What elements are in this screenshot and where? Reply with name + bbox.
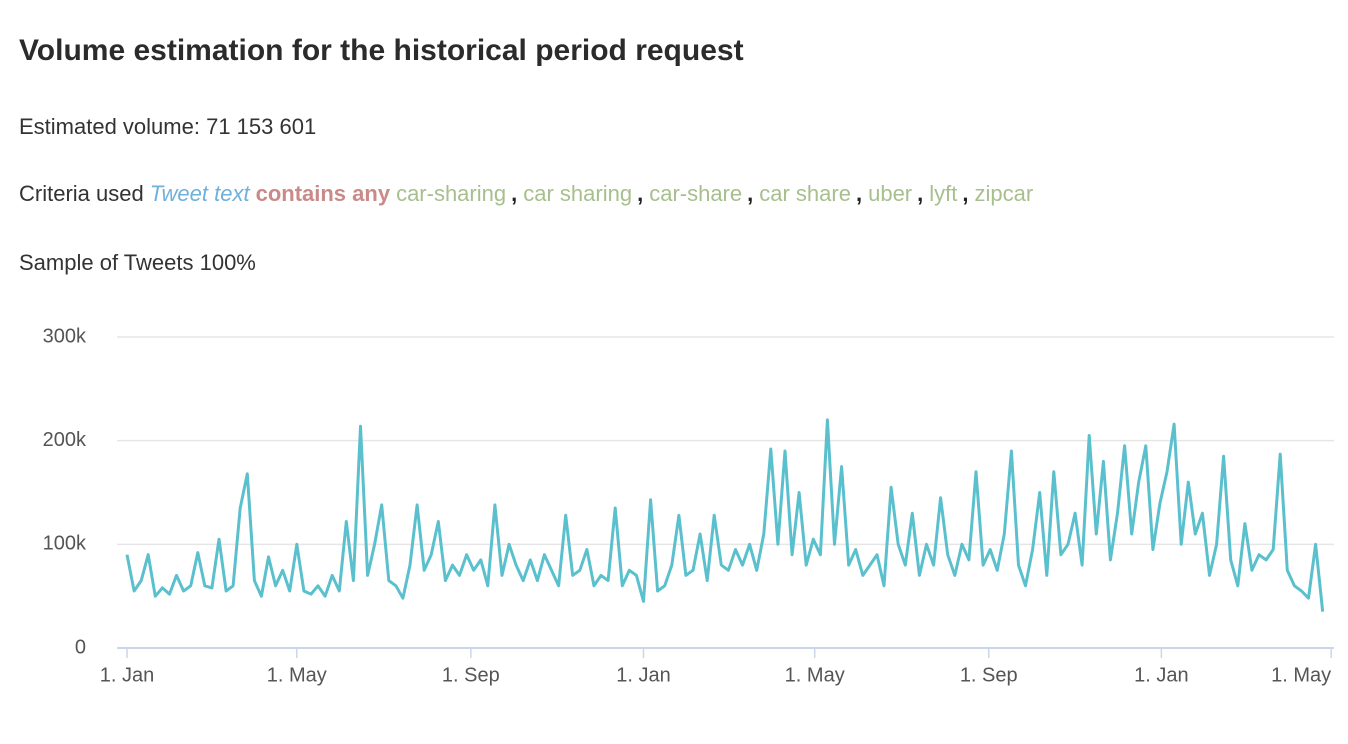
- sample: Sample of Tweets 100%: [19, 250, 256, 276]
- criteria-term: car-sharing: [396, 181, 507, 206]
- volume-value: 71 153 601: [206, 114, 317, 139]
- x-tick-label: 1. May: [785, 664, 845, 686]
- sample-value: 100%: [199, 250, 256, 275]
- criteria-separator: ,: [747, 181, 754, 206]
- criteria-term: car sharing: [523, 181, 633, 206]
- criteria-term: car share: [759, 181, 851, 206]
- criteria-term: lyft: [929, 181, 958, 206]
- y-tick-label: 100k: [43, 533, 87, 555]
- volume-label: Estimated volume:: [19, 114, 200, 139]
- x-tick-label: 1. Jan: [1134, 664, 1188, 686]
- criteria-separator: ,: [637, 181, 644, 206]
- criteria-term: uber: [868, 181, 913, 206]
- criteria-separator: ,: [855, 181, 863, 206]
- criteria-term: zipcar: [974, 181, 1034, 206]
- y-tick-label: 300k: [43, 325, 87, 347]
- criteria-separator: ,: [917, 181, 924, 206]
- criteria: Criteria used Tweet text contains any car-s…: [19, 181, 1039, 207]
- data-line: [125, 418, 1325, 612]
- x-tick-label: 1. Jan: [100, 664, 154, 686]
- y-tick-label: 0: [75, 636, 86, 658]
- chart: 0 100k 200k 300k 1. Jan 1. May 1. Sep 1. Jan 1. …: [43, 325, 1334, 686]
- criteria-field: Tweet text: [149, 181, 250, 206]
- page-title: Volume estimation for the historical per…: [19, 34, 744, 67]
- x-tick-label: 1. May: [1271, 664, 1331, 686]
- sample-label: Sample of Tweets: [19, 250, 194, 275]
- x-tick-label: 1. May: [267, 664, 327, 686]
- criteria-label: Criteria used: [19, 181, 144, 206]
- x-tick-label: 1. Jan: [616, 664, 670, 686]
- x-tick-label: 1. Sep: [960, 664, 1018, 686]
- y-tick-label: 200k: [43, 429, 87, 451]
- volume: Estimated volume: 71 153 601: [19, 114, 316, 140]
- criteria-operator: contains any: [255, 181, 391, 206]
- criteria-term: car-share: [649, 181, 743, 206]
- criteria-separator: ,: [962, 181, 969, 206]
- criteria-separator: ,: [511, 181, 518, 206]
- x-tick-label: 1. Sep: [442, 664, 500, 686]
